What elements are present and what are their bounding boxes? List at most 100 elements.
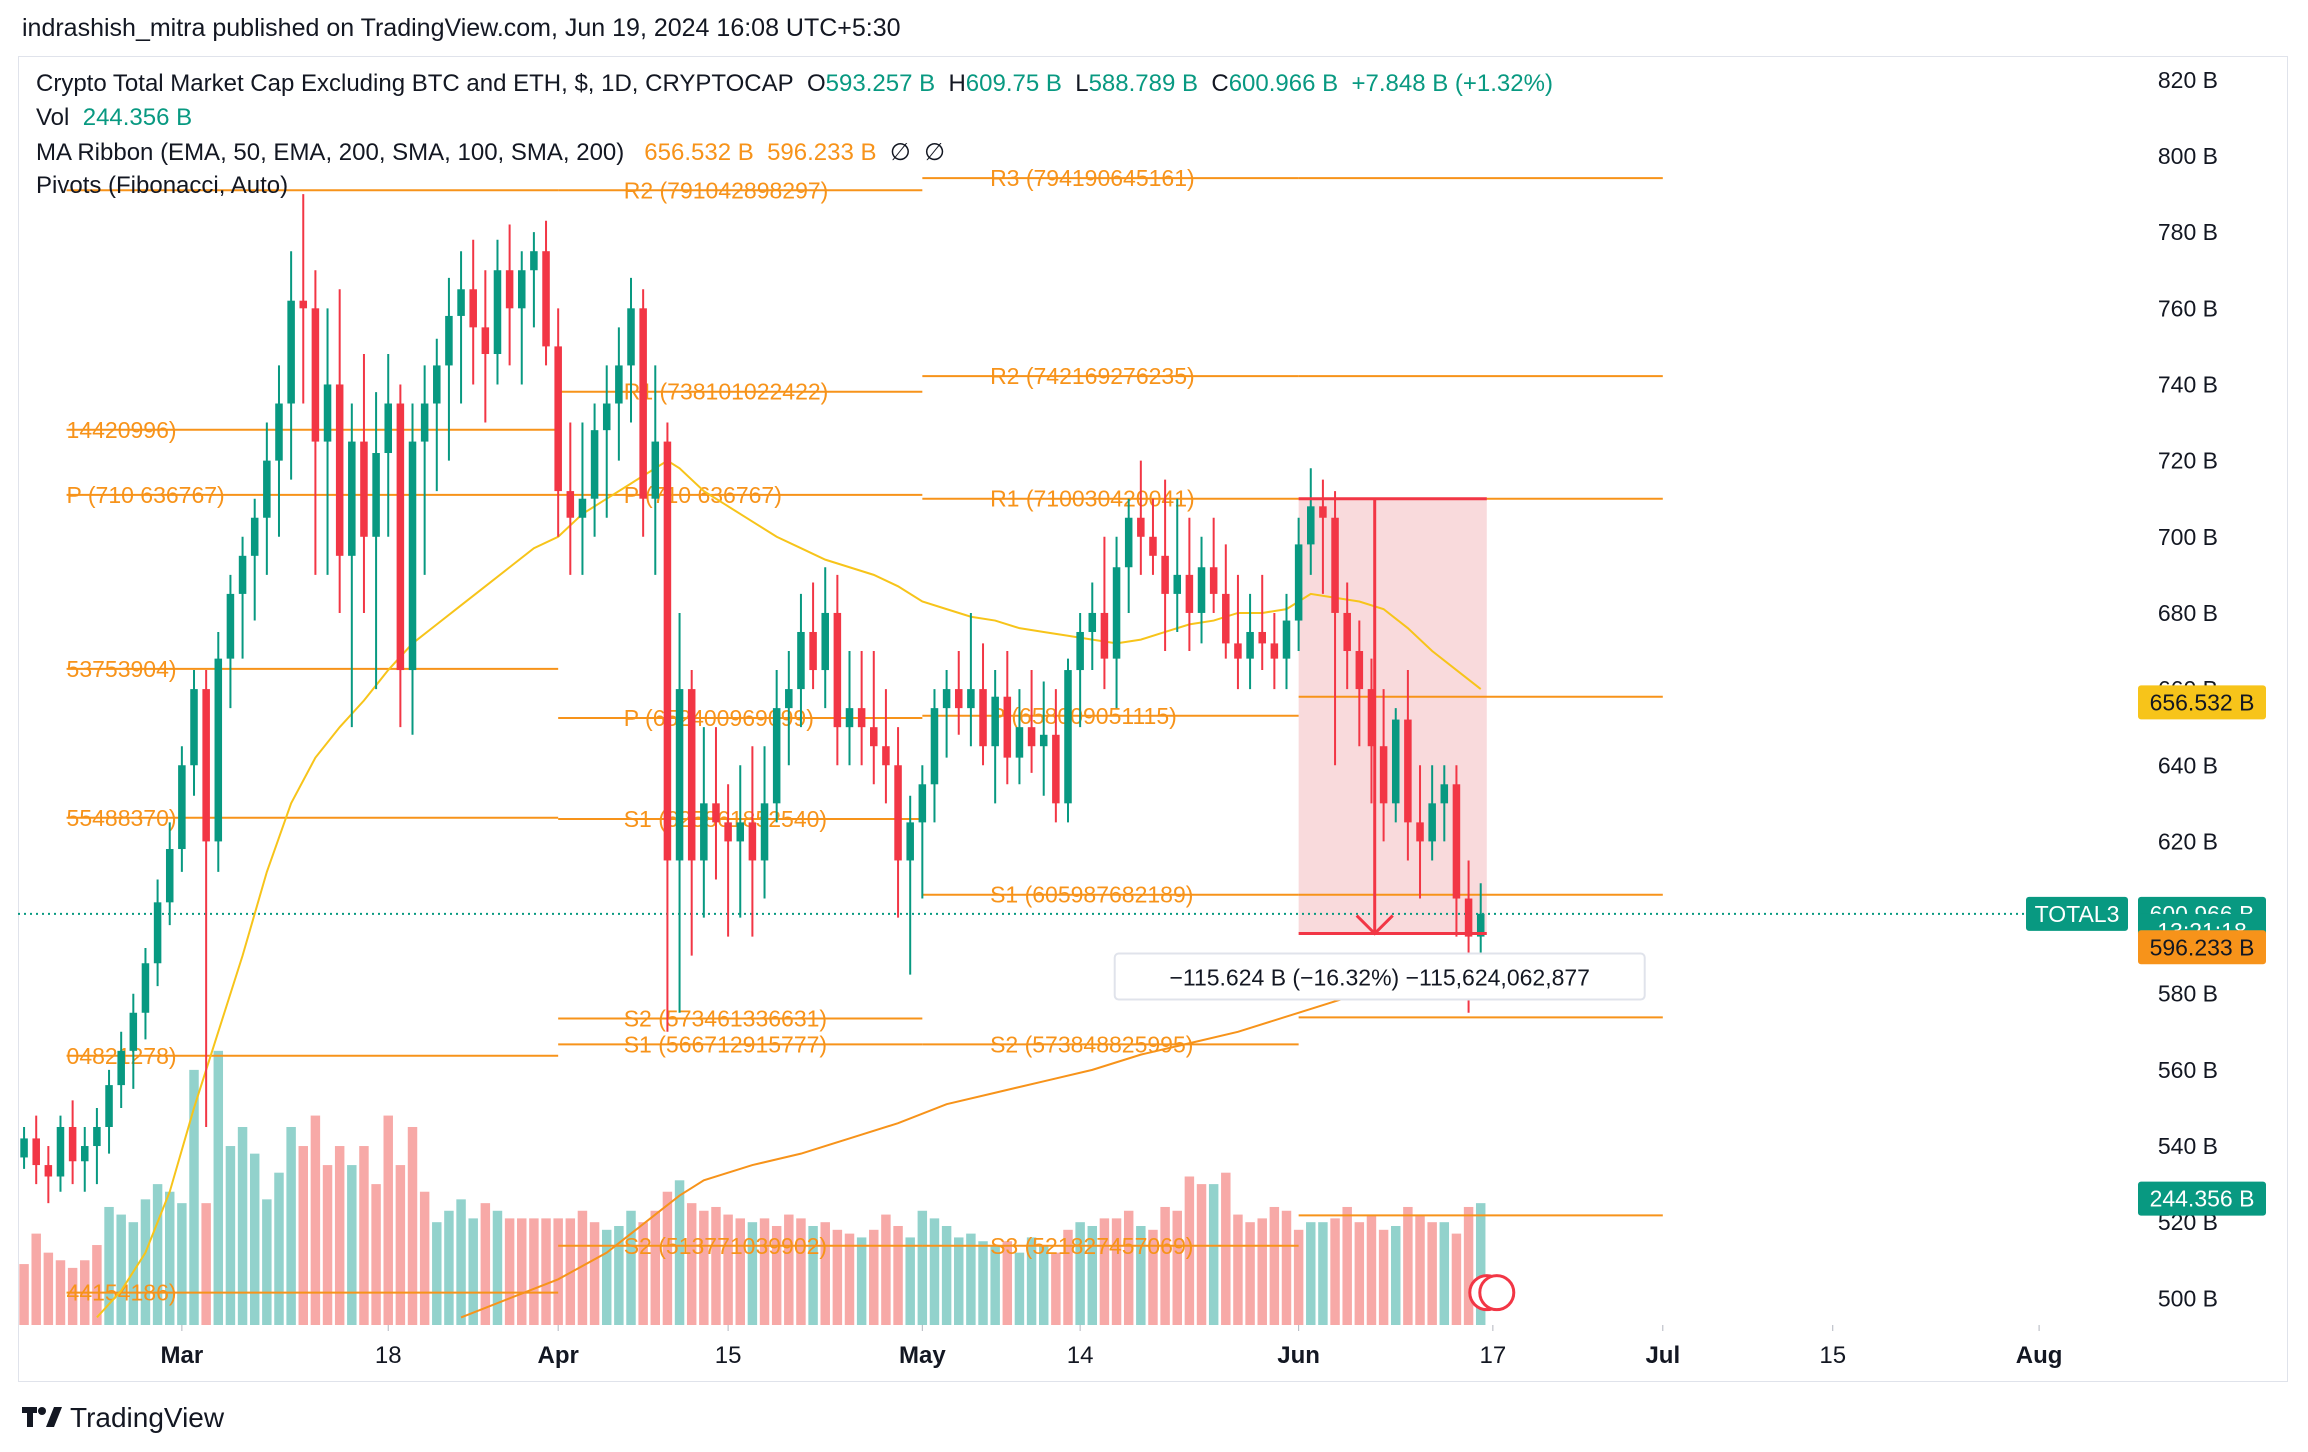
candle-body	[700, 803, 708, 861]
candle-body	[821, 612, 829, 671]
brand-name: TradingView	[70, 1402, 225, 1433]
candle-body	[190, 689, 198, 766]
candle-body	[785, 689, 793, 709]
price-chart[interactable]: 14420996) P (710 636767) 53753904) 55488370…	[0, 0, 2308, 1400]
volume-bar	[784, 1214, 794, 1325]
candle-body	[930, 708, 939, 785]
volume-bar	[395, 1165, 406, 1325]
volume-bar	[1196, 1184, 1207, 1325]
candle-body	[299, 300, 308, 309]
volume-bar	[1342, 1206, 1352, 1325]
candle-body	[1185, 574, 1194, 613]
volume-bar	[407, 1126, 418, 1325]
volume-bar	[723, 1214, 733, 1325]
volume-bar	[55, 1260, 66, 1325]
candle-body	[991, 696, 999, 747]
volume-bar	[213, 1050, 224, 1325]
candle-body	[894, 765, 902, 861]
candle-body	[1039, 734, 1048, 747]
candle-body	[44, 1165, 53, 1177]
symbol-title: Crypto Total Market Cap Excluding BTC an…	[36, 70, 794, 97]
pivot-label: P (710 636767)	[624, 482, 782, 508]
y-tick-label: 500 B	[2158, 1285, 2218, 1311]
volume-bar	[1184, 1176, 1195, 1325]
y-tick-label: 820 B	[2158, 67, 2218, 93]
candle-body	[918, 784, 927, 823]
pivot-label: 55488370)	[67, 805, 177, 831]
candle-body	[445, 315, 453, 366]
candle-body	[1404, 719, 1412, 823]
candle-body	[760, 803, 769, 861]
volume-bar	[92, 1245, 102, 1325]
volume-bar	[310, 1115, 321, 1325]
volume-bar	[347, 1165, 357, 1325]
volume-bar	[929, 1218, 940, 1325]
volume-bar	[529, 1218, 539, 1325]
volume-bar	[1087, 1225, 1098, 1325]
ema-50-line	[96, 459, 1482, 1319]
ma-value-4: ∅	[924, 139, 945, 166]
x-tick-label: 15	[715, 1342, 742, 1369]
close-value: 600.966 B	[1228, 70, 1339, 97]
price-badge-label: 656.532 B	[2150, 689, 2255, 715]
candle-body	[724, 822, 732, 842]
ma-ribbon-label: MA Ribbon (EMA, 50, EMA, 200, SMA, 100, …	[36, 139, 625, 166]
candle-body	[1391, 719, 1400, 804]
volume-bar	[128, 1222, 139, 1325]
close-label: C	[1211, 70, 1229, 97]
pivot-label: R2 (742169276235)	[990, 363, 1195, 389]
volume-bar	[905, 1237, 915, 1325]
candle-body	[651, 441, 660, 499]
candle-body	[481, 327, 490, 355]
candle-body	[663, 441, 672, 861]
candle-body	[1416, 822, 1424, 842]
ma-ribbon-legend: MA Ribbon (EMA, 50, EMA, 200, SMA, 100, …	[36, 138, 945, 167]
x-tick-label: 18	[375, 1342, 402, 1369]
candle-body	[566, 491, 575, 518]
candle-body	[942, 689, 951, 709]
volume-bar	[832, 1229, 843, 1325]
candle-body	[433, 365, 441, 404]
volume-bar	[735, 1218, 745, 1325]
volume-bar	[504, 1218, 515, 1325]
high-label: H	[948, 70, 966, 97]
candle-body	[93, 1126, 101, 1147]
volume-bar	[1075, 1222, 1085, 1325]
candle-body	[1428, 803, 1436, 842]
volume-bar	[1038, 1245, 1049, 1325]
candle-body	[627, 308, 635, 366]
x-tick-label: Apr	[538, 1342, 579, 1369]
candle-body	[117, 1050, 125, 1086]
pivot-label: 14420996)	[67, 417, 177, 443]
y-tick-label: 540 B	[2158, 1133, 2218, 1159]
candle-body	[165, 849, 174, 903]
volume-bar	[1366, 1214, 1377, 1325]
volume-bar	[893, 1225, 903, 1325]
high-value: 609.75 B	[965, 70, 1062, 97]
volume-bar	[43, 1252, 54, 1325]
volume-bar	[116, 1214, 126, 1325]
volume-bar	[638, 1222, 648, 1325]
candle-body	[1149, 536, 1157, 556]
x-tick-label: Jul	[1645, 1342, 1680, 1369]
volume-bar	[1403, 1206, 1413, 1325]
chart-frame[interactable]	[18, 56, 2288, 1382]
candle-body	[809, 631, 817, 671]
x-tick-label: Aug	[2016, 1342, 2063, 1369]
candle-body	[1282, 620, 1291, 659]
volume-bar	[1415, 1214, 1425, 1325]
candle-body	[639, 308, 647, 499]
candle-body	[238, 555, 247, 594]
candle-body	[748, 822, 757, 861]
volume-bar	[383, 1115, 393, 1325]
volume-bar	[808, 1225, 818, 1325]
volume-bar	[225, 1146, 236, 1325]
candle-body	[1258, 631, 1266, 644]
volume-bar	[432, 1222, 442, 1325]
volume-bar	[1293, 1229, 1304, 1325]
volume-value: 244.356 B	[82, 104, 193, 131]
us-flag-icon[interactable]	[1478, 1274, 1516, 1312]
ma-value-3: ∅	[889, 139, 911, 166]
tradingview-brand[interactable]: TradingView	[22, 1402, 224, 1434]
volume-bar	[1451, 1233, 1462, 1325]
